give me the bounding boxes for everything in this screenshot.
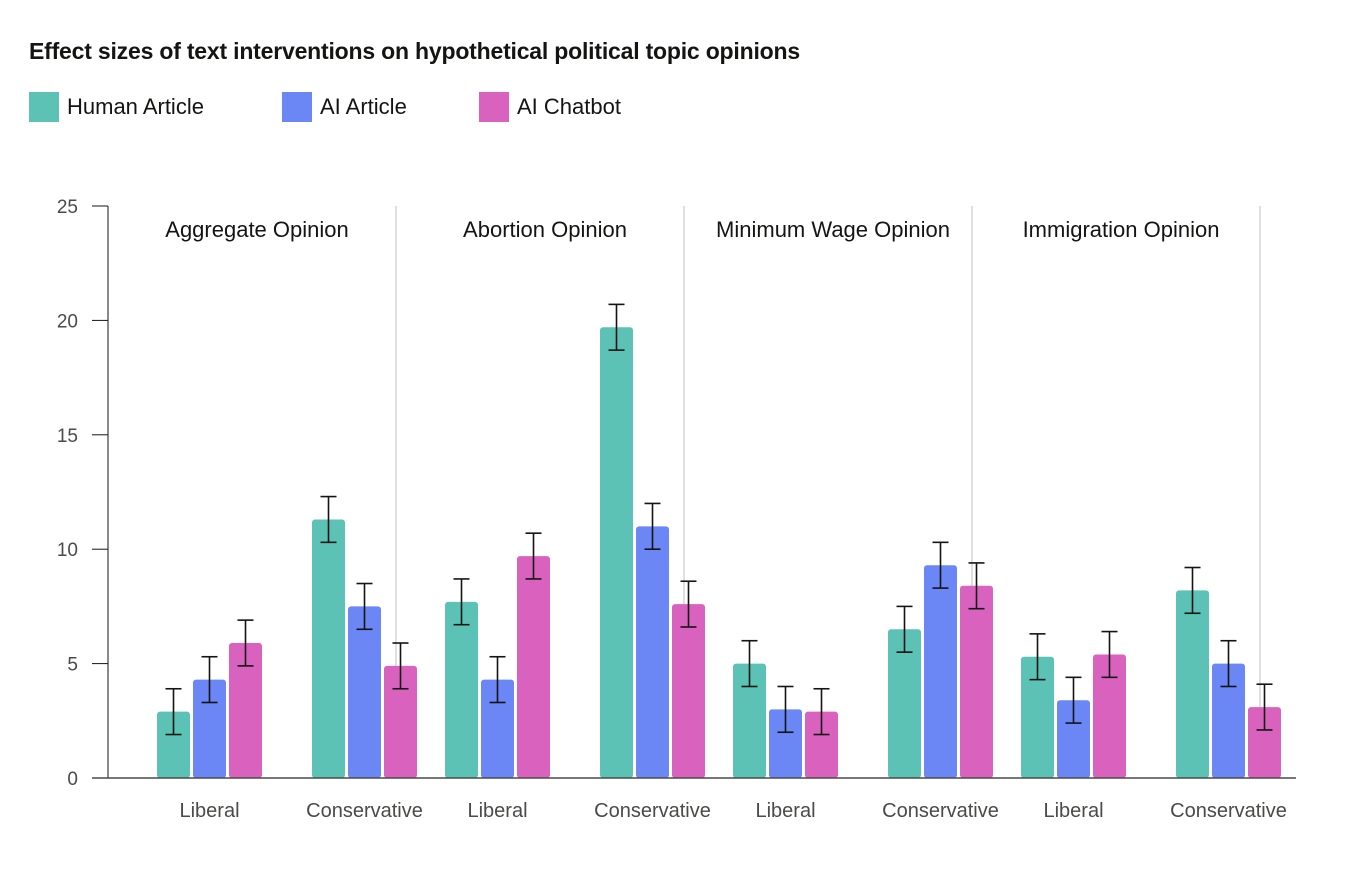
bar	[481, 679, 514, 778]
bar	[157, 711, 190, 778]
bar	[805, 711, 838, 778]
chart-title: Effect sizes of text interventions on hy…	[29, 38, 800, 64]
bar	[229, 643, 262, 778]
bar	[960, 585, 993, 778]
bar	[600, 327, 633, 778]
y-tick-label: 5	[67, 655, 78, 676]
bar	[1176, 590, 1209, 778]
x-group-label: Conservative	[882, 800, 999, 822]
y-tick-label: 15	[57, 426, 78, 447]
legend-label-ai-article: AI Article	[320, 94, 407, 119]
panel-title: Minimum Wage Opinion	[716, 217, 950, 242]
panel-title: Immigration Opinion	[1023, 217, 1220, 242]
bar	[517, 556, 550, 778]
y-tick-label: 20	[57, 311, 78, 332]
bar	[445, 601, 478, 778]
bar	[1248, 707, 1281, 778]
legend-label-human-article: Human Article	[67, 94, 204, 119]
legend-item-ai-article: AI Article	[282, 91, 407, 123]
x-group-label: Conservative	[306, 800, 423, 822]
bar	[769, 709, 802, 778]
bar	[888, 629, 921, 778]
legend-swatch-human-article	[29, 92, 59, 122]
bar	[636, 526, 669, 778]
y-tick-label: 0	[67, 769, 78, 790]
y-tick-label: 25	[57, 197, 78, 218]
bar	[924, 565, 957, 778]
bar	[1021, 656, 1054, 778]
bar	[1057, 700, 1090, 778]
bar	[733, 663, 766, 778]
x-group-label: Liberal	[179, 800, 239, 822]
legend-item-human-article: Human Article	[29, 91, 204, 123]
panel-title: Aggregate Opinion	[165, 217, 348, 242]
x-group-label: Liberal	[1043, 800, 1103, 822]
x-group-label: Conservative	[1170, 800, 1287, 822]
x-group-label: Conservative	[594, 800, 711, 822]
panel-title: Abortion Opinion	[463, 217, 627, 242]
bar	[348, 606, 381, 778]
legend-label-ai-chatbot: AI Chatbot	[517, 94, 621, 119]
bar	[1212, 663, 1245, 778]
bar	[672, 604, 705, 778]
bar	[193, 679, 226, 778]
legend-swatch-ai-article	[282, 92, 312, 122]
legend-swatch-ai-chatbot	[479, 92, 509, 122]
bar	[312, 519, 345, 778]
bar	[1093, 654, 1126, 778]
y-tick-label: 10	[57, 540, 78, 561]
x-group-label: Liberal	[467, 800, 527, 822]
legend-item-ai-chatbot: AI Chatbot	[479, 91, 621, 123]
x-group-label: Liberal	[755, 800, 815, 822]
bar	[384, 665, 417, 778]
